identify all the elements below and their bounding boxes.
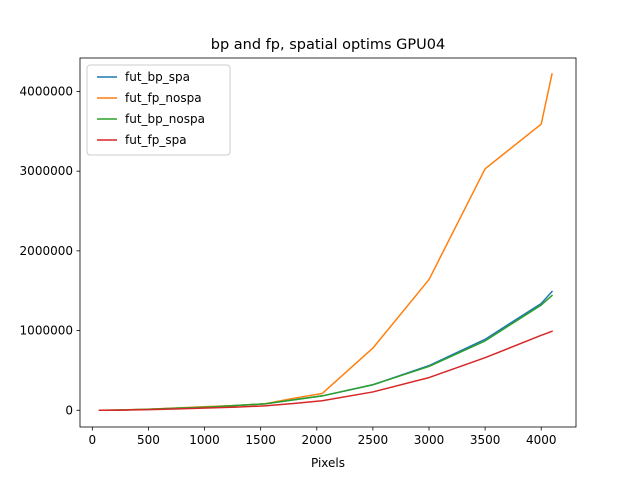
y-tick-label: 0	[65, 403, 73, 417]
y-tick-label: 1000000	[20, 324, 73, 338]
legend-label: fut_bp_nospa	[125, 112, 205, 126]
x-tick-label: 1000	[189, 433, 220, 447]
x-tick-label: 2000	[302, 433, 333, 447]
legend: fut_bp_spa fut_fp_nospa fut_bp_nospa fut_fp…	[86, 64, 231, 156]
x-tick-label: 0	[89, 433, 97, 447]
plot-frame	[79, 57, 577, 428]
legend-label: fut_fp_nospa	[125, 91, 202, 105]
y-tick-label: 2000000	[20, 244, 73, 258]
y-tick-label: 4000000	[20, 84, 73, 98]
x-tick-label: 4000	[526, 433, 557, 447]
x-tick-label: 500	[137, 433, 160, 447]
x-axis-label: Pixels	[311, 456, 345, 470]
legend-box	[86, 64, 231, 156]
y-tick-label: 3000000	[20, 164, 73, 178]
legend-label: fut_bp_spa	[125, 70, 190, 84]
series-line-fut-fp-spa	[98, 330, 553, 412]
legend-label: fut_fp_spa	[125, 133, 187, 147]
x-tick-label: 3000	[414, 433, 445, 447]
series-lines	[98, 73, 554, 412]
axis-ticks: 0 500 1000 1500 2000 2500 3000 3500 4000 0 1000000…	[20, 84, 557, 447]
x-tick-label: 1500	[245, 433, 276, 447]
x-tick-label: 2500	[358, 433, 389, 447]
chart-title: bp and fp, spatial optims GPU04	[211, 37, 445, 53]
x-tick-label: 3500	[470, 433, 501, 447]
